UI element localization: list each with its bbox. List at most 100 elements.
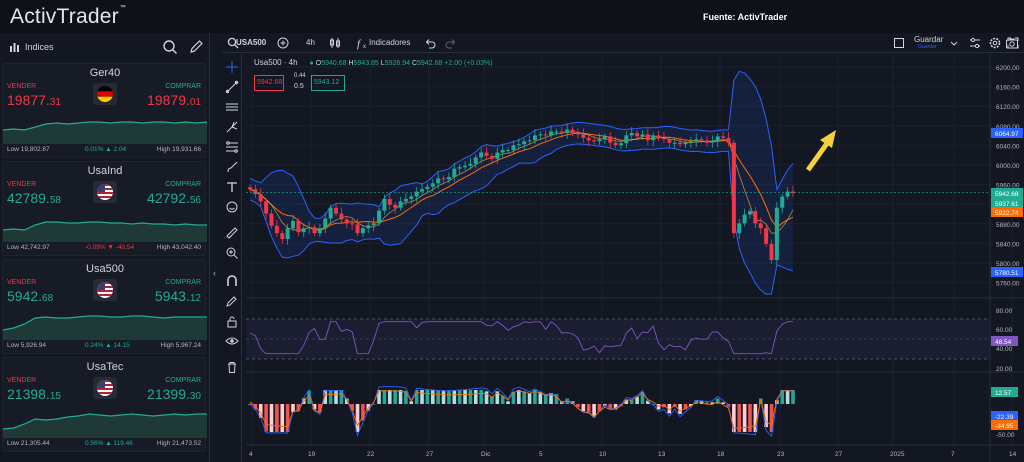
sparkline [3,413,207,438]
candle-body [527,140,532,142]
candle-body [704,140,709,143]
price-tick-label: 6200.00 [996,65,1020,72]
sell-price-button[interactable]: 21398.15 [7,386,61,402]
trend-line-icon[interactable] [225,80,239,94]
price-badge-label: 5780.51 [995,270,1019,277]
buy-price-button[interactable]: 19879.01 [147,92,201,108]
indicators-button[interactable]: Indicadores [369,38,411,47]
candle-body [688,141,693,143]
pencil-lock-icon[interactable] [225,294,239,308]
collapse-panel-icon[interactable]: ‹ [213,268,216,278]
candle-body [565,129,570,133]
time-tick-label: 13 [658,451,666,458]
sparkline [3,315,207,340]
candle-body [312,227,317,234]
candle-body [511,145,516,151]
symbol-selector[interactable]: USA500 [236,38,267,47]
eye-icon[interactable] [225,334,239,348]
candle-body [715,136,720,142]
interval-selector[interactable]: 4h [306,38,315,47]
buy-price-button[interactable]: 21399.30 [147,386,201,402]
time-tick-label: 19 [308,451,316,458]
trash-icon[interactable] [225,360,239,374]
macd-histogram-bar [527,393,532,404]
day-change: 0.01% ▲ 2.04 [85,146,126,153]
candles [246,123,990,265]
change-percent: 0.01% [85,146,104,153]
candle-body [500,150,505,153]
add-symbol-icon[interactable] [276,36,290,50]
sell-price-button[interactable]: 5942.68 [7,288,53,304]
macd-histogram-bar [742,404,747,432]
instrument-card-usaind[interactable]: UsaInd VENDER COMPRAR 42789.58 42792.56 Low 4… [2,161,207,256]
buy-price-fraction: 01 [189,97,201,108]
save-button[interactable]: Guardar [914,35,944,44]
candle-body [409,196,414,199]
sell-label: VENDER [7,377,37,384]
macd-histogram-bar [371,404,376,405]
price-chart[interactable]: 80.00 60.00 40.00 20.00 48.54 -50.00 12.57 -22… [243,54,1024,462]
legend-h-label: H [348,60,354,67]
buy-price-box[interactable]: 5943.12 [311,75,345,91]
chart-settings-icon[interactable] [968,36,982,50]
buy-price-main: 42792. [147,190,190,206]
buy-label: COMPRAR [165,377,201,384]
camera-icon[interactable] [1005,36,1019,50]
macd-histogram-bar [635,396,639,404]
chevron-down-icon[interactable] [947,36,961,50]
candle-body [344,219,349,224]
instrument-card-usa500[interactable]: Usa500 VENDER COMPRAR 5942.68 5943.12 Low 5,9… [2,259,207,354]
instrument-card-ger40[interactable]: Ger40 VENDER COMPRAR 19877.31 19879.01 Low 19… [2,63,207,158]
layout-icon[interactable] [892,36,906,50]
price-tick-label: 6080.00 [996,124,1020,131]
edit-icon[interactable] [188,39,204,55]
candle-body [608,136,613,143]
lock-icon[interactable] [225,314,239,328]
gear-icon[interactable] [988,36,1002,50]
sell-price-button[interactable]: 19877.31 [7,92,61,108]
zoom-in-icon[interactable] [225,246,239,260]
undo-icon[interactable] [423,36,437,50]
candle-body [753,211,758,224]
macd-histogram-bar [436,390,440,404]
instrument-card-usatec[interactable]: UsaTec VENDER COMPRAR 21398.15 21399.30 Low 2… [2,357,207,452]
search-icon[interactable] [226,36,240,50]
instrument-name: Usa500 [86,263,124,275]
candle-type-icon[interactable] [328,36,342,50]
search-icon[interactable] [162,39,178,55]
brush-icon[interactable] [225,160,239,174]
macd-histogram-bar [296,404,301,412]
macd-histogram-bar [500,395,505,404]
macd-histogram-bar [613,404,618,410]
candle-body [764,228,769,244]
time-tick-label: 4 [249,451,253,458]
fib-icon[interactable] [225,140,239,154]
macd-histogram-bar [683,404,688,410]
emoji-icon[interactable] [225,200,239,214]
sell-price-button[interactable]: 42789.58 [7,190,61,206]
macd-histogram-bar [549,393,553,404]
buy-price-fraction: 56 [189,195,201,206]
magnet-icon[interactable] [225,274,239,288]
upper-band-line [249,70,794,220]
candle-body [452,168,457,177]
candle-body [559,131,564,133]
pitchfork-icon[interactable] [225,120,239,134]
crosshair-icon[interactable] [225,60,239,74]
macd-pane: -50.00 12.57 -22.39 -34.95 [248,386,1018,439]
activtrader-logo[interactable]: ActivTrader™ [10,5,126,28]
macd-histogram-bar [581,404,586,412]
buy-price-button[interactable]: 42792.56 [147,190,201,206]
buy-price-button[interactable]: 5943.12 [155,288,201,304]
fullscreen-icon[interactable] [1006,36,1020,50]
axes: 6200.00 6160.00 6120.00 6080.00 6040.00 6000.… [249,65,1023,458]
redo-icon[interactable] [444,36,458,50]
candle-body [769,243,774,261]
ruler-icon[interactable] [225,226,239,240]
sell-price-box[interactable]: 5942.68 [254,75,284,91]
text-icon[interactable] [225,180,239,194]
horizontal-lines-icon[interactable] [225,100,239,114]
macd-histogram-bar [748,404,752,432]
time-tick-label: 27 [835,451,843,458]
